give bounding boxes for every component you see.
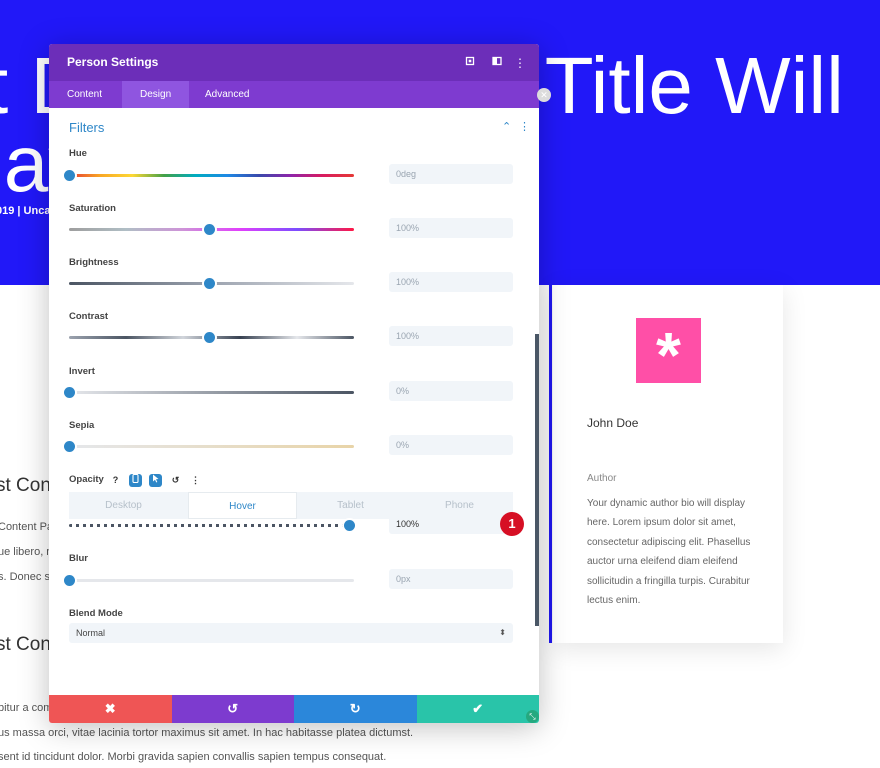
responsive-icon[interactable] [129, 473, 142, 487]
sidebar-divider [549, 285, 552, 643]
sepia-label: Sepia [69, 420, 95, 431]
opacity-slider[interactable] [69, 524, 354, 527]
hue-slider-handle[interactable] [64, 170, 75, 181]
modal-footer: ✖ ↺ ↻ ✔ [49, 695, 539, 723]
body-line-2: us massa orci, vitae lacinia tortor maxi… [0, 727, 414, 739]
device-tab-hover[interactable]: Hover [188, 492, 297, 519]
reset-icon[interactable]: ↺ [171, 475, 180, 485]
select-caret-icon: ⬍ [499, 628, 506, 637]
contrast-input[interactable]: 100% [389, 326, 513, 346]
opacity-input[interactable]: 100% [389, 514, 513, 534]
brightness-input[interactable]: 100% [389, 272, 513, 292]
sepia-input[interactable]: 0% [389, 435, 513, 455]
sepia-slider[interactable] [69, 445, 354, 448]
redo-button[interactable]: ↻ [294, 695, 417, 723]
undo-button[interactable]: ↺ [171, 695, 294, 723]
device-tab-tablet[interactable]: Tablet [337, 500, 364, 511]
invert-slider-handle[interactable] [64, 387, 75, 398]
invert-label: Invert [69, 366, 95, 377]
saturation-slider-handle[interactable] [204, 224, 215, 235]
blur-input[interactable]: 0px [389, 569, 513, 589]
save-button[interactable]: ✔ [416, 695, 539, 723]
device-tabs: Desktop Hover Tablet Phone [69, 492, 513, 519]
blend-mode-value: Normal [76, 628, 106, 638]
split-view-icon[interactable] [490, 56, 504, 70]
blend-mode-select[interactable]: Normal ⬍ [69, 623, 513, 643]
invert-input[interactable]: 0% [389, 381, 513, 401]
tab-advanced[interactable]: Advanced [205, 89, 250, 100]
opacity-label: Opacity [69, 474, 104, 485]
author-role: Author [587, 473, 617, 484]
author-bio: Your dynamic author bio will display her… [587, 498, 751, 607]
brightness-slider-handle[interactable] [204, 278, 215, 289]
expand-icon[interactable] [463, 56, 477, 70]
hue-label: Hue [69, 148, 87, 159]
body-line-3: sent id tincidunt dolor. Morbi gravida s… [0, 751, 387, 763]
device-tab-desktop[interactable]: Desktop [105, 500, 142, 511]
contrast-slider-handle[interactable] [204, 332, 215, 343]
author-avatar: * [636, 318, 701, 391]
modal-header: Person Settings ⋮ [49, 44, 539, 81]
author-card: * John Doe Author Your dynamic author bi… [553, 285, 783, 643]
modal-scrollbar-thumb[interactable] [535, 334, 539, 626]
saturation-input[interactable]: 100% [389, 218, 513, 238]
blur-label: Blur [69, 553, 88, 564]
tab-design[interactable]: Design [122, 81, 190, 108]
person-settings-modal: Person Settings ⋮ Content Design Advance… [49, 44, 539, 723]
hue-slider[interactable] [69, 174, 354, 177]
modal-body: Filters ⌃ ⋮ Hue 0deg Saturation 100% Bri… [49, 108, 539, 695]
opacity-more-icon[interactable]: ⋮ [191, 475, 200, 485]
section-title-filters[interactable]: Filters [69, 120, 105, 135]
saturation-label: Saturation [69, 203, 116, 214]
brightness-label: Brightness [69, 257, 119, 268]
more-icon[interactable]: ⋮ [514, 56, 526, 70]
contrast-label: Contrast [69, 311, 109, 322]
cancel-button[interactable]: ✖ [49, 695, 172, 723]
tab-content[interactable]: Content [67, 89, 103, 100]
blend-mode-label: Blend Mode [69, 608, 123, 619]
device-tab-phone[interactable]: Phone [445, 500, 474, 511]
hue-input[interactable]: 0deg [389, 164, 513, 184]
opacity-slider-handle[interactable] [344, 520, 355, 531]
section-more-icon[interactable]: ⋮ [519, 121, 530, 133]
modal-tabs: Content Design Advanced [49, 81, 539, 108]
resize-icon[interactable]: ⤡ [526, 710, 539, 723]
invert-slider[interactable] [69, 391, 354, 394]
content-line-2: ue libero, non [0, 546, 65, 558]
chevron-up-icon[interactable]: ⌃ [502, 121, 512, 133]
callout-badge: 1 [500, 512, 524, 536]
content-line-3: s. Donec sit [0, 571, 56, 583]
sepia-slider-handle[interactable] [64, 441, 75, 452]
help-icon[interactable]: ? [112, 475, 119, 485]
modal-title: Person Settings [67, 55, 159, 69]
hover-cursor-icon[interactable] [149, 474, 162, 487]
blur-slider-handle[interactable] [64, 575, 75, 586]
close-icon[interactable]: ✕ [537, 88, 551, 102]
author-name: John Doe [587, 416, 639, 430]
blur-slider[interactable] [69, 579, 354, 582]
